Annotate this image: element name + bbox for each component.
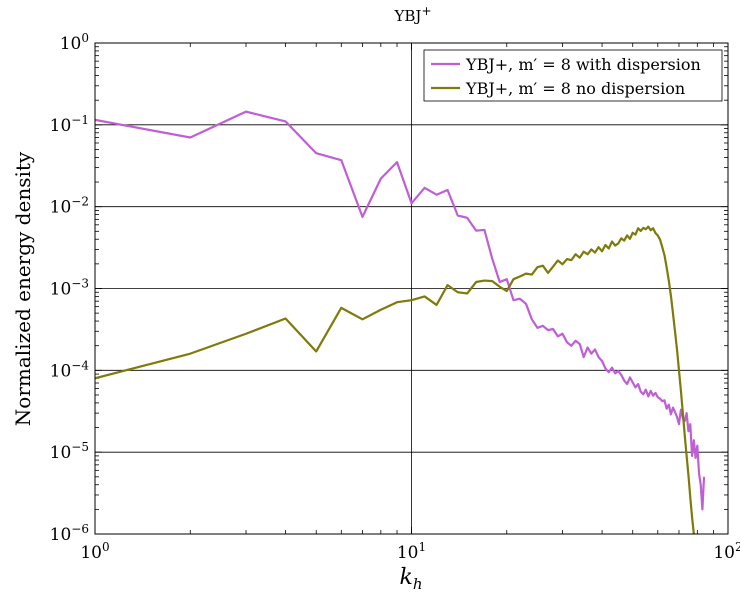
x-tick-label: 100 — [80, 540, 109, 563]
legend: YBJ+, m′ = 8 with dispersion YBJ+, m′ = … — [423, 49, 723, 102]
y-tick-label: 10−4 — [50, 358, 90, 381]
grid-lines — [95, 43, 728, 534]
x-tick-label: 102 — [713, 540, 740, 563]
series-line-1 — [95, 225, 695, 534]
plot-frame — [94, 42, 729, 535]
y-tick-label: 10−6 — [50, 522, 89, 545]
y-tick-label: 100 — [60, 31, 89, 54]
legend-label-with-dispersion: YBJ+, m′ = 8 with dispersion — [465, 55, 701, 74]
chart-title: YBJ+ — [393, 4, 431, 25]
y-tick-label: 10−1 — [50, 113, 89, 136]
y-tick-label: 10−3 — [50, 277, 89, 300]
x-tick-label: 101 — [397, 540, 426, 563]
y-tick-label: 10−5 — [50, 440, 89, 463]
tick-labels: 100 101 102 10−6 10−5 10−4 10−3 10−2 10−1 100 — [50, 31, 740, 563]
x-axis-label: kh — [399, 565, 422, 593]
series-line-0 — [95, 110, 706, 511]
series-lines — [95, 110, 706, 534]
y-tick-label: 10−2 — [50, 195, 89, 218]
y-axis-label: Normalized energy density — [11, 151, 35, 426]
legend-box — [423, 49, 723, 102]
legend-label-no-dispersion: YBJ+, m′ = 8 no dispersion — [465, 79, 685, 98]
